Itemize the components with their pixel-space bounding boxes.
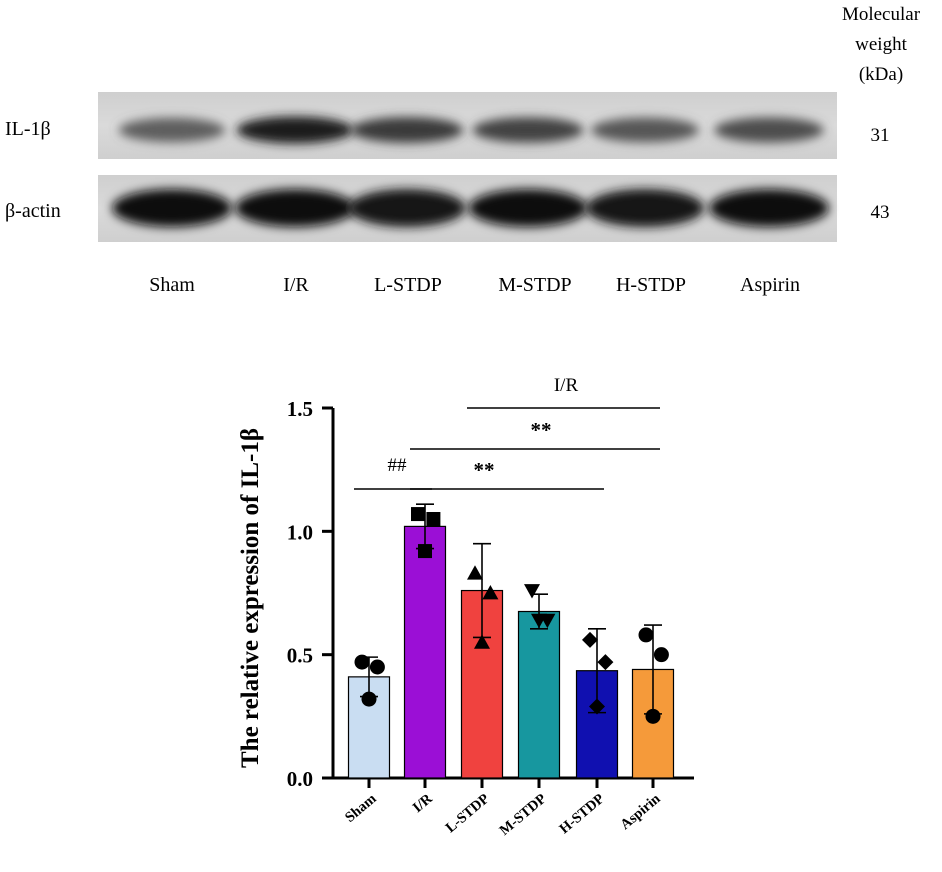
x-tick-label: Sham: [342, 791, 379, 826]
blot-band: [348, 189, 466, 227]
data-point: [354, 654, 370, 670]
lane-label: Sham: [149, 274, 195, 296]
x-tick-label: L-STDP: [443, 791, 493, 836]
blot-bands: [112, 189, 829, 227]
data-point: [369, 659, 385, 675]
western-blot-panel: Molecular weight (kDa) IL-1β 31 β-actin …: [5, 4, 921, 296]
lane-labels: Sham I/R L-STDP M-STDP H-STDP Aspirin: [149, 274, 800, 296]
y-tick-label: 1.5: [287, 397, 313, 421]
x-tick-label: I/R: [410, 790, 436, 816]
y-tick-label: 1.0: [287, 520, 313, 544]
lane-label: H-STDP: [616, 274, 686, 296]
blot-band: [236, 116, 354, 144]
data-point: [589, 698, 605, 715]
blot-band: [350, 117, 464, 143]
blot-band: [118, 117, 226, 143]
blot-band: [591, 117, 699, 143]
blot-row-beta-actin: β-actin 43: [5, 175, 890, 242]
data-point: [597, 654, 614, 671]
data-point: [411, 507, 425, 522]
blot-row-il1b: IL-1β 31: [5, 92, 890, 159]
lane-label: M-STDP: [498, 274, 571, 296]
bar-chart: The relative expression of IL-1β 0.0 0.5 1…: [237, 375, 694, 839]
significance-annotations: ## I/R ** **: [354, 375, 660, 490]
lane-label: Aspirin: [740, 274, 800, 296]
bars: [347, 525, 675, 779]
lane-label: L-STDP: [374, 274, 442, 296]
data-point: [645, 708, 661, 724]
data-point: [482, 585, 499, 600]
data-point: [474, 634, 490, 649]
data-point: [426, 512, 441, 526]
x-tick-label: Aspirin: [617, 791, 663, 833]
y-tick-label: 0.0: [287, 767, 313, 791]
blot-band: [472, 117, 584, 143]
significance-label: **: [531, 418, 552, 442]
data-points: [354, 507, 669, 724]
data-point: [638, 627, 654, 643]
mw-header-line-1: Molecular: [842, 4, 921, 25]
mw-header-line-2: weight: [855, 34, 907, 55]
data-point: [418, 544, 432, 559]
y-axis-title: The relative expression of IL-1β: [237, 428, 264, 768]
y-ticks: 0.0 0.5 1.0 1.5: [287, 397, 333, 791]
blot-row-label: β-actin: [5, 200, 61, 222]
blot-band: [468, 189, 588, 227]
bar: [403, 525, 447, 779]
significance-label: ##: [388, 455, 408, 476]
blot-row-mw: 43: [871, 202, 890, 223]
x-tick-label: H-STDP: [557, 791, 608, 838]
blot-band: [112, 189, 232, 227]
mw-header-line-3: (kDa): [859, 64, 903, 85]
bar: [517, 610, 561, 779]
data-point: [531, 613, 547, 629]
blot-row-label: IL-1β: [5, 118, 51, 140]
blot-band: [235, 189, 355, 227]
blot-row-mw: 31: [871, 125, 890, 146]
data-point: [582, 631, 598, 648]
x-tick-label: M-STDP: [497, 791, 550, 839]
significance-label: **: [474, 458, 495, 482]
data-point: [361, 691, 377, 707]
blot-bands: [118, 116, 824, 144]
blot-band: [714, 117, 824, 143]
data-point: [467, 565, 483, 580]
data-point: [524, 584, 540, 599]
blot-band: [709, 189, 829, 227]
significance-label: I/R: [554, 375, 579, 396]
y-tick-label: 0.5: [287, 644, 313, 668]
x-ticks: Sham I/R L-STDP M-STDP H-STDP Aspirin: [342, 778, 664, 839]
blot-band: [585, 189, 705, 227]
lane-label: I/R: [283, 274, 309, 296]
data-point: [653, 647, 669, 663]
